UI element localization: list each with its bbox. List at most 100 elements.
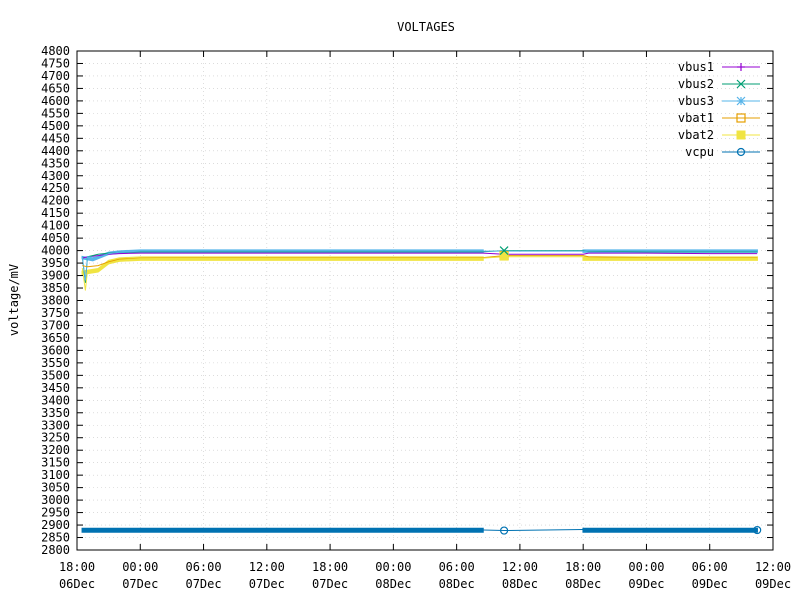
x-tick-label-date: 07Dec — [249, 577, 285, 591]
x-tick-label-date: 07Dec — [122, 577, 158, 591]
legend-entry-vbus3: vbus3 — [678, 94, 760, 108]
y-tick-label: 3600 — [41, 343, 70, 357]
y-tick-label: 3550 — [41, 356, 70, 370]
y-tick-label: 3050 — [41, 481, 70, 495]
axis-ticks: 2800285029002950300030503100315032003250… — [41, 44, 791, 591]
vbat2-marker — [499, 251, 509, 261]
legend-swatch-marker — [736, 113, 746, 123]
legend-entry-vbus2: vbus2 — [678, 77, 760, 91]
x-tick-label-date: 07Dec — [312, 577, 348, 591]
legend-label: vbus2 — [678, 77, 714, 91]
vbus2-marker — [499, 246, 509, 256]
legend-label: vbus1 — [678, 60, 714, 74]
y-axis-label: voltage/mV — [7, 264, 21, 336]
x-tick-label-time: 06:00 — [692, 560, 728, 574]
y-tick-label: 4700 — [41, 69, 70, 83]
x-tick-label-date: 09Dec — [755, 577, 791, 591]
y-tick-label: 3700 — [41, 318, 70, 332]
y-tick-label: 4500 — [41, 119, 70, 133]
x-tick-label-date: 06Dec — [59, 577, 95, 591]
y-tick-label: 4750 — [41, 56, 70, 70]
x-tick-label-date: 08Dec — [565, 577, 601, 591]
legend-swatch-marker — [737, 63, 745, 71]
y-tick-label: 3450 — [41, 381, 70, 395]
x-tick-label-time: 18:00 — [565, 560, 601, 574]
y-tick-label: 3100 — [41, 468, 70, 482]
y-tick-label: 4300 — [41, 169, 70, 183]
legend-swatch-marker — [736, 130, 746, 140]
y-tick-label: 3000 — [41, 493, 70, 507]
vbus3-line — [81, 250, 758, 281]
x-tick-label-time: 18:00 — [312, 560, 348, 574]
legend-label: vbus3 — [678, 94, 714, 108]
x-tick-label-date: 08Dec — [502, 577, 538, 591]
y-tick-label: 3900 — [41, 269, 70, 283]
x-tick-label-date: 08Dec — [439, 577, 475, 591]
legend: vbus1 vbus2 vbus3 vbat1 vbat2 vcpu — [678, 60, 760, 159]
y-tick-label: 3250 — [41, 431, 70, 445]
y-tick-label: 4650 — [41, 81, 70, 95]
chart-title: VOLTAGES — [397, 20, 455, 34]
y-tick-label: 4250 — [41, 181, 70, 195]
y-tick-label: 4200 — [41, 194, 70, 208]
y-tick-label: 2900 — [41, 518, 70, 532]
y-tick-label: 3750 — [41, 306, 70, 320]
y-tick-label: 4150 — [41, 206, 70, 220]
legend-swatch-marker — [736, 96, 746, 106]
x-tick-label-time: 06:00 — [185, 560, 221, 574]
y-tick-label: 4050 — [41, 231, 70, 245]
y-tick-label: 4450 — [41, 131, 70, 145]
x-tick-label-time: 18:00 — [59, 560, 95, 574]
x-tick-label-time: 00:00 — [375, 560, 411, 574]
x-tick-label-time: 06:00 — [439, 560, 475, 574]
y-tick-label: 4100 — [41, 219, 70, 233]
vbus2-line — [81, 250, 758, 284]
y-tick-label: 4350 — [41, 156, 70, 170]
vcpu-marker — [499, 526, 509, 535]
vbat1-line — [82, 255, 758, 268]
y-tick-label: 3200 — [41, 443, 70, 457]
legend-swatch-marker — [736, 147, 746, 157]
y-tick-label: 3850 — [41, 281, 70, 295]
vcpu-marker — [753, 525, 762, 535]
y-tick-label: 3150 — [41, 456, 70, 470]
x-tick-label-date: 08Dec — [375, 577, 411, 591]
x-tick-label-time: 12:00 — [502, 560, 538, 574]
x-tick-label-date: 07Dec — [185, 577, 221, 591]
y-tick-label: 4400 — [41, 144, 70, 158]
y-tick-label: 3800 — [41, 294, 70, 308]
y-tick-label: 2800 — [41, 543, 70, 557]
vcpu-line — [82, 528, 758, 532]
y-tick-label: 2950 — [41, 506, 70, 520]
y-tick-label: 4550 — [41, 106, 70, 120]
y-tick-label: 3350 — [41, 406, 70, 420]
x-tick-label-date: 09Dec — [628, 577, 664, 591]
y-tick-label: 3650 — [41, 331, 70, 345]
legend-entry-vcpu: vcpu — [685, 145, 760, 159]
legend-entry-vbus1: vbus1 — [678, 60, 760, 74]
x-tick-label-time: 00:00 — [122, 560, 158, 574]
y-tick-label: 2850 — [41, 531, 70, 545]
y-tick-label: 4800 — [41, 44, 70, 58]
vbat2-line — [81, 256, 758, 291]
series-lines — [81, 250, 758, 532]
y-tick-label: 4600 — [41, 94, 70, 108]
y-tick-label: 3950 — [41, 256, 70, 270]
legend-entry-vbat1: vbat1 — [678, 111, 760, 125]
y-tick-label: 3500 — [41, 368, 70, 382]
vbat2-band — [81, 256, 484, 276]
legend-swatch-marker — [736, 79, 746, 89]
legend-label: vbat1 — [678, 111, 714, 125]
x-tick-label-date: 09Dec — [692, 577, 728, 591]
legend-label: vcpu — [685, 145, 714, 159]
legend-entry-vbat2: vbat2 — [678, 128, 760, 142]
x-tick-label-time: 00:00 — [628, 560, 664, 574]
grid — [77, 51, 773, 550]
series-markers — [499, 246, 762, 535]
y-tick-label: 4000 — [41, 244, 70, 258]
x-tick-label-time: 12:00 — [249, 560, 285, 574]
data-bands — [81, 249, 758, 533]
y-tick-label: 3300 — [41, 418, 70, 432]
x-tick-label-time: 12:00 — [755, 560, 791, 574]
